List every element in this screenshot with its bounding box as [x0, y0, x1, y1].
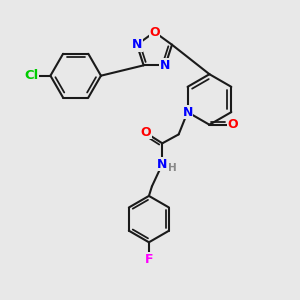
Text: N: N: [160, 59, 170, 72]
Text: O: O: [149, 26, 160, 38]
Text: F: F: [145, 253, 153, 266]
Text: H: H: [168, 163, 177, 173]
Text: N: N: [132, 38, 142, 51]
Text: O: O: [141, 125, 151, 139]
Text: O: O: [227, 118, 238, 131]
Text: Cl: Cl: [24, 69, 38, 82]
Text: N: N: [182, 106, 193, 118]
Text: N: N: [157, 158, 167, 171]
